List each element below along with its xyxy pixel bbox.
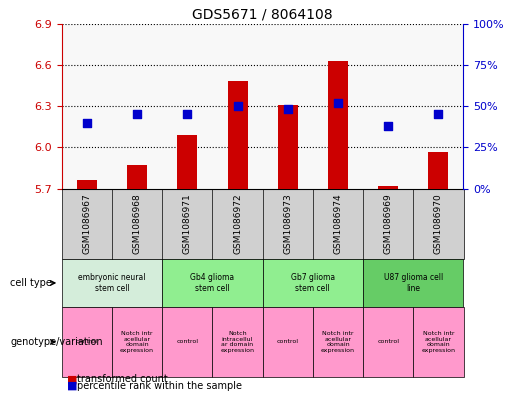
Text: U87 glioma cell
line: U87 glioma cell line xyxy=(384,273,443,293)
Text: genotype/variation: genotype/variation xyxy=(10,337,103,347)
Point xyxy=(233,103,242,109)
Text: ■: ■ xyxy=(67,374,77,384)
Text: ■: ■ xyxy=(67,381,77,391)
Bar xyxy=(127,165,147,189)
Text: percentile rank within the sample: percentile rank within the sample xyxy=(77,381,242,391)
Point xyxy=(183,111,192,118)
Bar xyxy=(328,61,348,189)
Point xyxy=(133,111,141,118)
Text: control: control xyxy=(277,340,299,344)
Text: Gb7 glioma
stem cell: Gb7 glioma stem cell xyxy=(291,273,335,293)
Point xyxy=(83,119,91,126)
Title: GDS5671 / 8064108: GDS5671 / 8064108 xyxy=(192,7,333,21)
Point xyxy=(384,123,392,129)
Text: control: control xyxy=(377,340,399,344)
Bar xyxy=(428,152,449,189)
Text: embryonic neural
stem cell: embryonic neural stem cell xyxy=(78,273,146,293)
Bar xyxy=(278,105,298,189)
Text: Notch intr
acellular
domain
expression: Notch intr acellular domain expression xyxy=(421,331,455,353)
Text: control: control xyxy=(76,340,98,344)
Bar xyxy=(177,135,197,189)
Bar xyxy=(77,180,97,189)
Bar xyxy=(378,186,398,189)
Text: Notch
intracellul
ar domain
expression: Notch intracellul ar domain expression xyxy=(220,331,254,353)
Text: control: control xyxy=(176,340,198,344)
Text: transformed count: transformed count xyxy=(77,374,168,384)
Point xyxy=(284,106,292,112)
Bar xyxy=(228,81,248,189)
Point xyxy=(334,100,342,106)
Text: Gb4 glioma
stem cell: Gb4 glioma stem cell xyxy=(191,273,234,293)
Text: Notch intr
acellular
domain
expression: Notch intr acellular domain expression xyxy=(120,331,154,353)
Text: Notch intr
acellular
domain
expression: Notch intr acellular domain expression xyxy=(321,331,355,353)
Point xyxy=(434,111,442,118)
Text: cell type: cell type xyxy=(10,278,52,288)
